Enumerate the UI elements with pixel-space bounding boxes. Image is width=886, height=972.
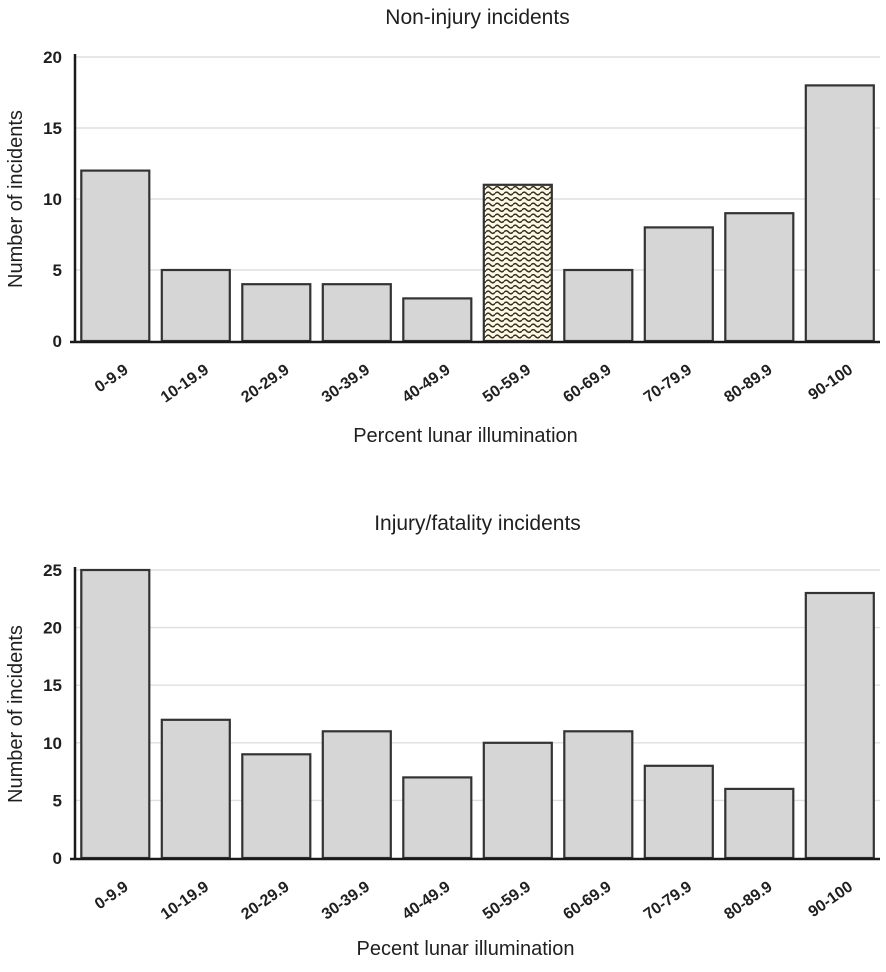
x-tick-label: 10-19.9 — [158, 361, 212, 406]
y-tick-label: 5 — [53, 791, 62, 810]
injury-fatality-chart-canvas: 0 5 10 15 20 25 0-9.9 10-19.9 20-29.9 30-39.9 40-4… — [5, 561, 880, 960]
bar-50-59.9 — [482, 741, 553, 860]
y-tick-label: 10 — [43, 734, 62, 753]
injury-fatality-chart: Injury/fatality incidents 0 5 10 15 20 25 0-9.… — [0, 502, 886, 972]
bar-0-9.9 — [80, 568, 151, 860]
y-tick-label: 25 — [43, 561, 62, 580]
x-tick-label: 20-29.9 — [238, 878, 292, 923]
x-tick-label: 60-69.9 — [560, 361, 614, 406]
bar-80-89.9 — [724, 212, 795, 343]
non-injury-chart: Non-injury incidents 0 5 10 15 20 0-9.9 10-19.… — [0, 0, 886, 457]
bar-90-100 — [804, 84, 875, 343]
y-tick-label: 15 — [43, 676, 62, 695]
non-injury-chart-title: Non-injury incidents — [385, 6, 570, 29]
x-tick-label: 30-39.9 — [319, 361, 373, 406]
bar-60-69.9 — [563, 268, 634, 343]
x-tick-label: 0-9.9 — [92, 361, 132, 396]
x-tick-label: 70-79.9 — [641, 878, 695, 923]
bar-40-49.9 — [402, 297, 473, 343]
x-tick-label: 60-69.9 — [560, 878, 614, 923]
y-axis-title: Number of incidents — [5, 625, 27, 803]
x-tick-label: 80-89.9 — [721, 878, 775, 923]
bar-70-79.9 — [643, 764, 714, 860]
x-tick-label: 30-39.9 — [319, 878, 373, 923]
x-tick-label: 50-59.9 — [480, 361, 534, 406]
bar-30-39.9 — [321, 283, 392, 343]
bar-20-29.9 — [241, 753, 312, 860]
x-tick-label: 40-49.9 — [399, 361, 453, 406]
bar-40-49.9 — [402, 776, 473, 860]
y-tick-label: 15 — [43, 119, 62, 138]
x-tick-label: 50-59.9 — [480, 878, 534, 923]
x-tick-label: 20-29.9 — [238, 361, 292, 406]
x-tick-label: 80-89.9 — [721, 361, 775, 406]
y-tick-label: 20 — [43, 48, 62, 67]
y-tick-label: 0 — [53, 849, 62, 868]
non-injury-chart-canvas: 0 5 10 15 20 0-9.9 10-19.9 20-29.9 30-39.9 40-49.… — [5, 48, 880, 447]
bar-50-59.9 — [482, 183, 553, 343]
bar-10-19.9 — [160, 718, 231, 860]
bar-90-100 — [804, 591, 875, 860]
y-tick-label: 5 — [53, 261, 62, 280]
bar-30-39.9 — [321, 730, 392, 860]
y-tick-label: 0 — [53, 332, 62, 351]
bar-0-9.9 — [80, 169, 151, 343]
x-tick-label: 70-79.9 — [641, 361, 695, 406]
x-axis-title: Percent lunar illumination — [353, 425, 578, 447]
y-tick-label: 20 — [43, 619, 62, 638]
x-tick-label: 90-100 — [806, 878, 857, 921]
y-axis-title: Number of incidents — [5, 110, 27, 288]
injury-fatality-chart-title: Injury/fatality incidents — [374, 512, 581, 535]
bar-70-79.9 — [643, 226, 714, 343]
x-tick-label: 90-100 — [806, 361, 857, 404]
y-tick-label: 10 — [43, 190, 62, 209]
bar-20-29.9 — [241, 283, 312, 343]
x-axis-title: Pecent lunar illumination — [357, 938, 575, 960]
bar-80-89.9 — [724, 787, 795, 860]
bar-10-19.9 — [160, 268, 231, 343]
x-tick-label: 0-9.9 — [92, 878, 132, 913]
bar-60-69.9 — [563, 730, 634, 860]
x-tick-label: 40-49.9 — [399, 878, 453, 923]
x-tick-label: 10-19.9 — [158, 878, 212, 923]
